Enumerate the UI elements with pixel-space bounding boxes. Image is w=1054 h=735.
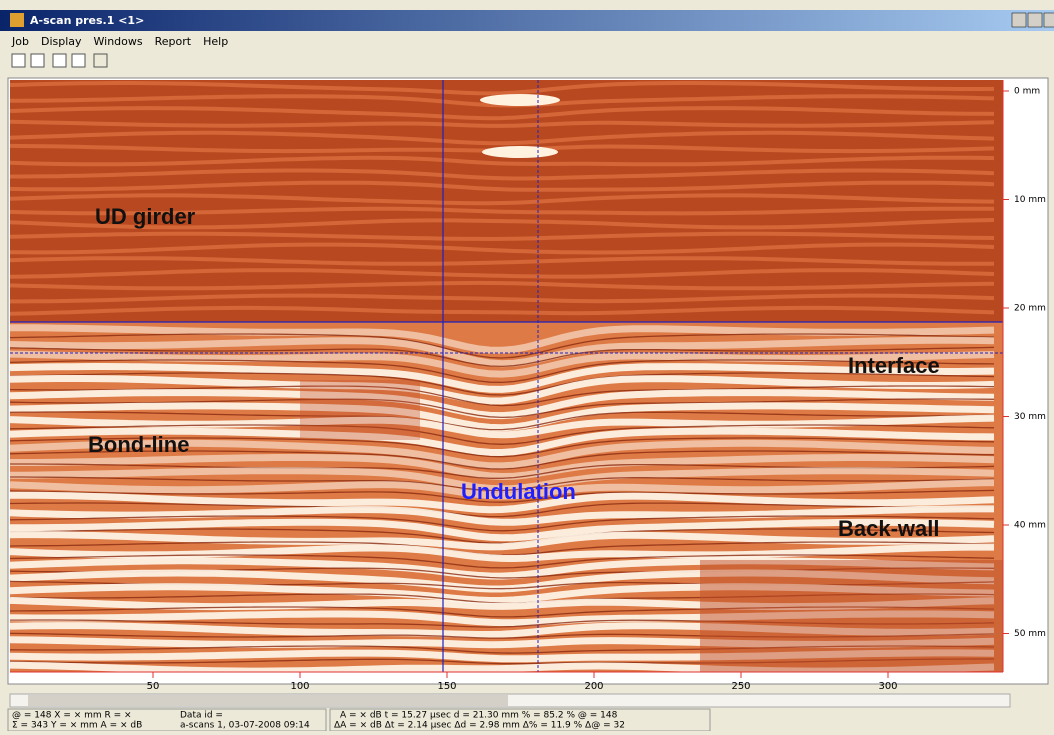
scan-highlight — [482, 146, 558, 158]
position-label: 50 — [147, 681, 160, 692]
annotation: UD girder — [95, 204, 196, 229]
annotation: Bond-line — [88, 432, 189, 457]
depth-label: 40 mm — [1014, 521, 1046, 531]
depth-label: 0 mm — [1014, 87, 1040, 97]
tool-button[interactable] — [94, 54, 107, 67]
scroll-thumb[interactable] — [28, 695, 508, 706]
status-text: Σ = 343 Y = × mm A = × dB — [12, 721, 142, 731]
depth-label: 50 mm — [1014, 629, 1046, 639]
status-text: Data id = — [180, 711, 223, 721]
position-label: 100 — [290, 681, 309, 692]
scan-image — [10, 80, 1003, 676]
menu-item[interactable]: Job — [11, 35, 29, 48]
tool-button[interactable] — [31, 54, 44, 67]
menu-item[interactable]: Windows — [94, 35, 143, 48]
depth-label: 30 mm — [1014, 412, 1046, 422]
depth-label: 20 mm — [1014, 304, 1046, 314]
close-button[interactable] — [1044, 13, 1054, 27]
tool-button[interactable] — [53, 54, 66, 67]
scan-shade — [700, 560, 1003, 672]
status-text: @ = 148 X = × mm R = × — [12, 711, 132, 721]
scan-highlight — [480, 94, 560, 106]
menu-item[interactable]: Report — [155, 35, 192, 48]
app-icon — [10, 13, 24, 27]
tool-button[interactable] — [72, 54, 85, 67]
annotation: Interface — [848, 353, 940, 378]
status-text: a-scans 1, 03-07-2008 09:14 — [180, 721, 310, 731]
window-title: A-scan pres.1 <1> — [30, 14, 144, 27]
maximize-button[interactable] — [1028, 13, 1042, 27]
menu-item[interactable]: Display — [41, 35, 82, 48]
menu-item[interactable]: Help — [203, 35, 228, 48]
annotation: Undulation — [461, 479, 576, 504]
depth-label: 10 mm — [1014, 195, 1046, 205]
annotation: Back-wall — [838, 516, 940, 541]
position-label: 300 — [878, 681, 897, 692]
position-label: 150 — [437, 681, 456, 692]
position-label: 250 — [731, 681, 750, 692]
status-text: A = × dB t = 15.27 µsec d = 21.30 mm % =… — [340, 711, 618, 721]
minimize-button[interactable] — [1012, 13, 1026, 27]
position-label: 200 — [584, 681, 603, 692]
scan-shade — [300, 380, 420, 440]
status-text: ΔA = × dB Δt = 2.14 µsec Δd = 2.98 mm Δ%… — [334, 721, 625, 731]
title-bar — [0, 10, 1054, 31]
window-buttons[interactable] — [1012, 13, 1054, 27]
app-window: A-scan pres.1 <1> Job Display Windows Repor… — [0, 0, 1054, 731]
tool-button[interactable] — [12, 54, 25, 67]
